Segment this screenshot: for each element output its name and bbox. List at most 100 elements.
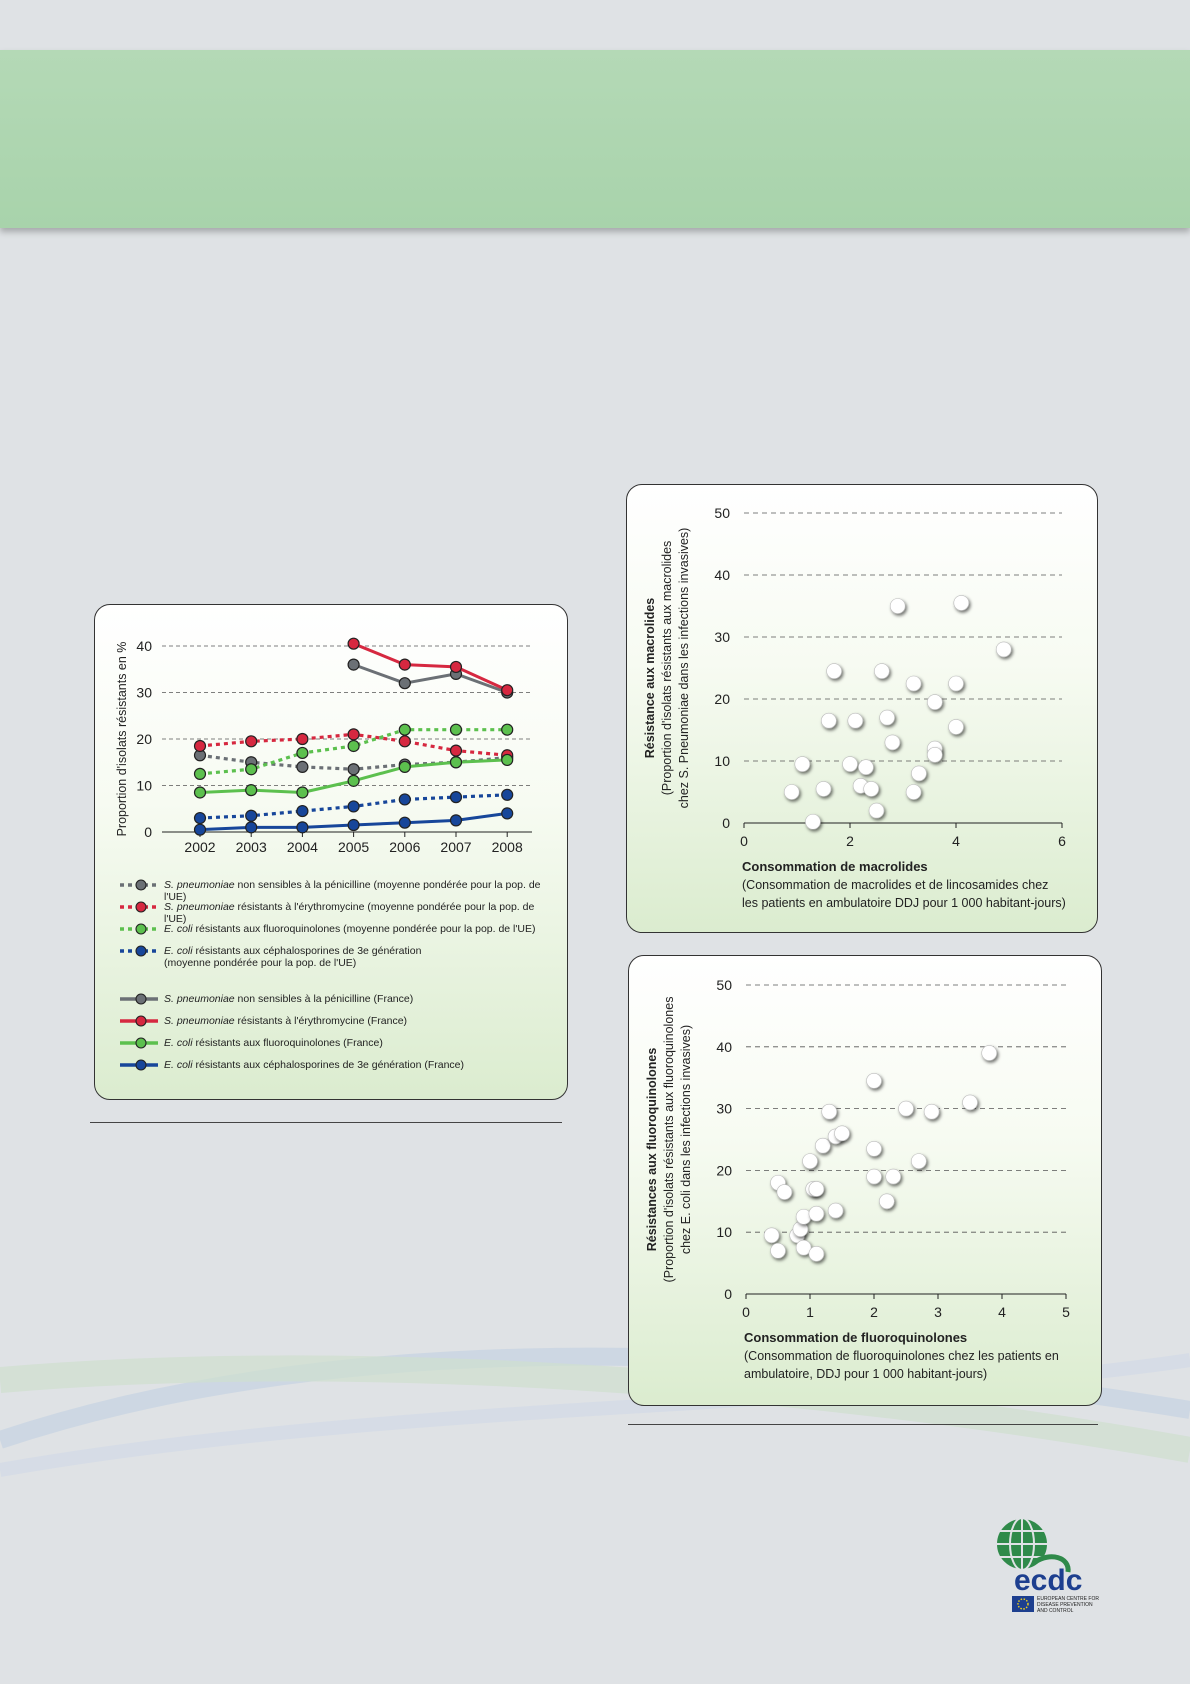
logo-wordmark: ecdc	[1014, 1564, 1082, 1597]
data-point	[910, 1153, 927, 1169]
data-point	[245, 821, 258, 834]
data-point	[826, 663, 842, 679]
legend-label-italic: S. pneumoniae	[164, 901, 235, 913]
header-banner	[0, 50, 1190, 228]
data-point	[193, 767, 207, 780]
legend-marker	[135, 879, 147, 891]
legend-entry: S. pneumoniae résistants à l'érythromyci…	[118, 1014, 558, 1036]
data-point	[296, 746, 309, 760]
data-point	[948, 719, 964, 735]
legend-label-italic: E. coli	[164, 945, 193, 957]
x-tick-label: 2002	[184, 839, 215, 855]
data-point	[347, 800, 360, 813]
data-point	[296, 732, 309, 746]
data-point	[794, 756, 811, 772]
legend-symbol	[120, 945, 158, 957]
legend-label-text: résistants aux céphalosporines de 3e gén…	[192, 945, 422, 957]
data-point	[874, 663, 890, 679]
legend-label-italic: E. coli	[164, 923, 193, 935]
x-tick-label: 5	[1062, 1304, 1070, 1320]
legend-entry: S. pneumoniae résistants à l'érythromyci…	[118, 900, 558, 925]
data-point	[911, 765, 927, 782]
data-point	[193, 739, 207, 753]
data-point	[905, 675, 922, 692]
legend-label-text: non sensibles à la pénicilline (France)	[234, 993, 414, 1005]
y-tick-label: 30	[136, 685, 152, 701]
legend-label: S. pneumoniae non sensibles à la pénicil…	[164, 992, 413, 1005]
data-point	[923, 1103, 940, 1120]
legend-marker	[135, 1059, 147, 1071]
data-point	[296, 786, 309, 799]
legend-symbol	[120, 879, 158, 891]
data-point	[776, 1184, 793, 1200]
legend-label-text: résistants aux céphalosporines de 3e gén…	[192, 1059, 465, 1071]
x-tick-label: 2008	[492, 839, 523, 855]
x-tick-label: 2005	[338, 839, 369, 855]
data-point	[245, 763, 258, 776]
data-point	[501, 684, 514, 697]
data-point	[858, 759, 874, 776]
x-tick-label: 1	[806, 1304, 814, 1320]
x-tick-label: 2004	[287, 839, 318, 855]
data-point	[827, 1202, 844, 1219]
series-7	[193, 807, 514, 836]
data-point	[347, 658, 360, 671]
series-line	[353, 642, 508, 692]
legend-entry: S. pneumoniae non sensibles à la pénicil…	[118, 878, 558, 903]
data-point	[783, 784, 800, 800]
data-point	[866, 1072, 882, 1089]
data-point	[347, 763, 360, 776]
data-point	[296, 760, 309, 773]
x-axis-subtitle: (Consommation de macrolides et de lincos…	[742, 878, 1048, 892]
data-point	[847, 712, 864, 729]
y-tick-label: 50	[716, 977, 732, 993]
macrolides-scatter-plot: 0 10 20 30 40 50 0 2 4 6 Résistance aux macrolides…	[643, 505, 1066, 910]
legend-label: E. coli résistants aux fluoroquinolones …	[164, 922, 535, 935]
data-point	[879, 709, 895, 726]
x-tick-label: 2006	[389, 839, 420, 855]
legend-symbol	[120, 923, 158, 935]
data-point	[962, 1094, 978, 1111]
legend-marker	[135, 993, 147, 1005]
x-tick-label: 2	[846, 833, 854, 849]
data-point	[905, 784, 922, 800]
data-point	[795, 1208, 812, 1225]
legend-symbol	[120, 993, 158, 1005]
data-point	[821, 1103, 837, 1120]
y-axis-subtitle: chez S. Pneumoniae dans les infections i…	[677, 528, 691, 809]
y-axis-title: Résistances aux fluoroquinolones	[645, 1048, 659, 1252]
legend-label-text: résistants aux fluoroquinolones (France)	[192, 1037, 383, 1049]
data-point	[866, 1168, 882, 1185]
data-point	[449, 723, 463, 736]
x-tick-label: 2007	[440, 839, 471, 855]
data-point	[501, 788, 514, 801]
data-point	[763, 1227, 780, 1244]
data-point	[501, 723, 514, 736]
data-point	[898, 1100, 914, 1117]
legend-label-text: résistants à l'érythromycine (France)	[234, 1015, 408, 1027]
data-point	[802, 1153, 818, 1169]
x-tick-label: 4	[998, 1304, 1006, 1320]
y-tick-label: 40	[714, 567, 730, 583]
legend-entry: E. coli résistants aux céphalosporines d…	[118, 944, 558, 978]
data-point	[953, 595, 970, 611]
y-axis-title: Résistance aux macrolides	[643, 598, 657, 759]
data-point	[193, 786, 207, 799]
logo-line-2: DISEASE PREVENTION	[1037, 1602, 1093, 1608]
macrolides-chart-panel	[626, 484, 1098, 933]
legend-marker	[135, 945, 147, 957]
data-point	[398, 735, 411, 748]
data-point	[795, 1239, 812, 1256]
series-6	[193, 753, 514, 799]
legend-marker	[135, 901, 147, 913]
x-axis-subtitle: (Consommation de fluoroquinolones chez l…	[744, 1349, 1059, 1363]
legend-label-italic: S. pneumoniae	[164, 1015, 235, 1027]
data-point	[347, 739, 360, 753]
data-point	[878, 1193, 895, 1210]
legend-entry: E. coli résistants aux céphalosporines d…	[118, 1058, 558, 1080]
y-tick-label: 40	[716, 1039, 732, 1055]
legend-entry: S. pneumoniae non sensibles à la pénicil…	[118, 992, 558, 1014]
x-tick-label: 6	[1058, 833, 1066, 849]
fluoroquinolones-chart-panel	[628, 955, 1102, 1406]
data-point	[808, 1246, 825, 1262]
